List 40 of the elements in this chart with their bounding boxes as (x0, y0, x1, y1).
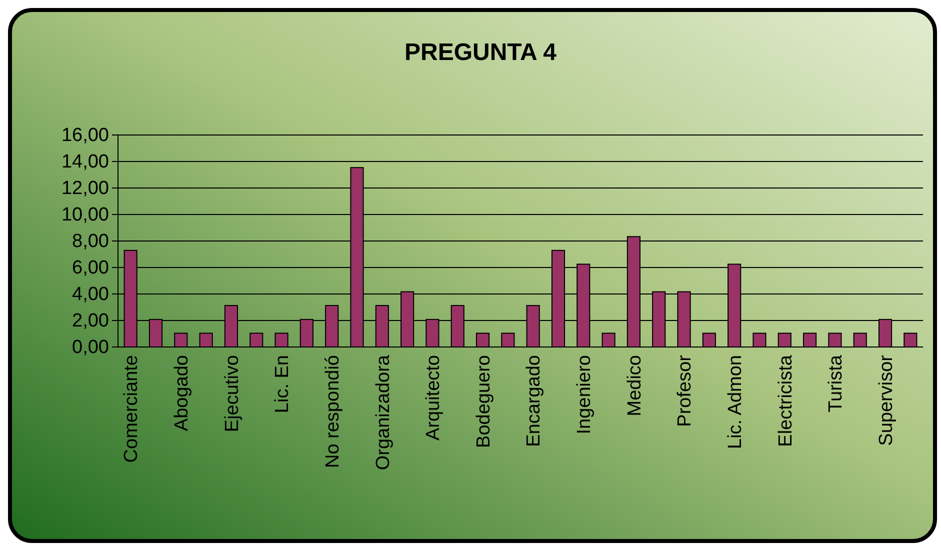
y-tick-label: 8,00 (72, 231, 109, 252)
bar (274, 332, 288, 348)
x-tick-label: Electricista (775, 354, 796, 447)
bar (602, 332, 616, 348)
bar (904, 332, 918, 348)
x-tick-label: Encargado (524, 355, 545, 447)
x-tick-label: Medico (624, 355, 646, 416)
bar (702, 332, 716, 348)
y-tick-label: 12,00 (61, 178, 109, 200)
y-tick-label: 6,00 (72, 258, 109, 279)
x-tick-label: Lic. Admon (724, 355, 746, 449)
x-tick-label: Profesor (674, 354, 696, 427)
bar (174, 332, 188, 348)
x-tick-label: No respondió (322, 355, 344, 468)
x-tick-label: Turista (826, 354, 847, 412)
bar (476, 332, 490, 348)
bar (828, 332, 842, 348)
bar (752, 332, 766, 348)
bar (199, 332, 213, 348)
y-tick-label: 10,00 (61, 204, 109, 226)
x-tick-label: Abogado (172, 355, 193, 432)
bar (501, 332, 515, 348)
x-tick-label: Supervisor (876, 354, 897, 446)
x-tick-label: Lic. En (272, 355, 294, 414)
x-tick-label: Bodeguero (473, 355, 494, 448)
x-tick-label: Ingeniero (574, 355, 596, 434)
y-tick-label: 14,00 (61, 152, 109, 173)
bar (803, 332, 817, 348)
bar (853, 332, 867, 348)
y-tick-label: 2,00 (72, 310, 109, 332)
x-tick-label: Comerciante (121, 355, 142, 463)
bar (778, 332, 792, 348)
bar (250, 332, 264, 348)
x-tick-label: Organizadora (372, 354, 394, 470)
x-tick-label: Arquitecto (423, 355, 444, 441)
y-tick-label: 0,00 (72, 337, 109, 358)
y-tick-label: 16,00 (61, 125, 109, 146)
x-tick-label: Ejecutivo (222, 355, 243, 432)
chart-title: PREGUNTA 4 (404, 39, 558, 66)
y-tick-label: 4,00 (72, 284, 109, 306)
